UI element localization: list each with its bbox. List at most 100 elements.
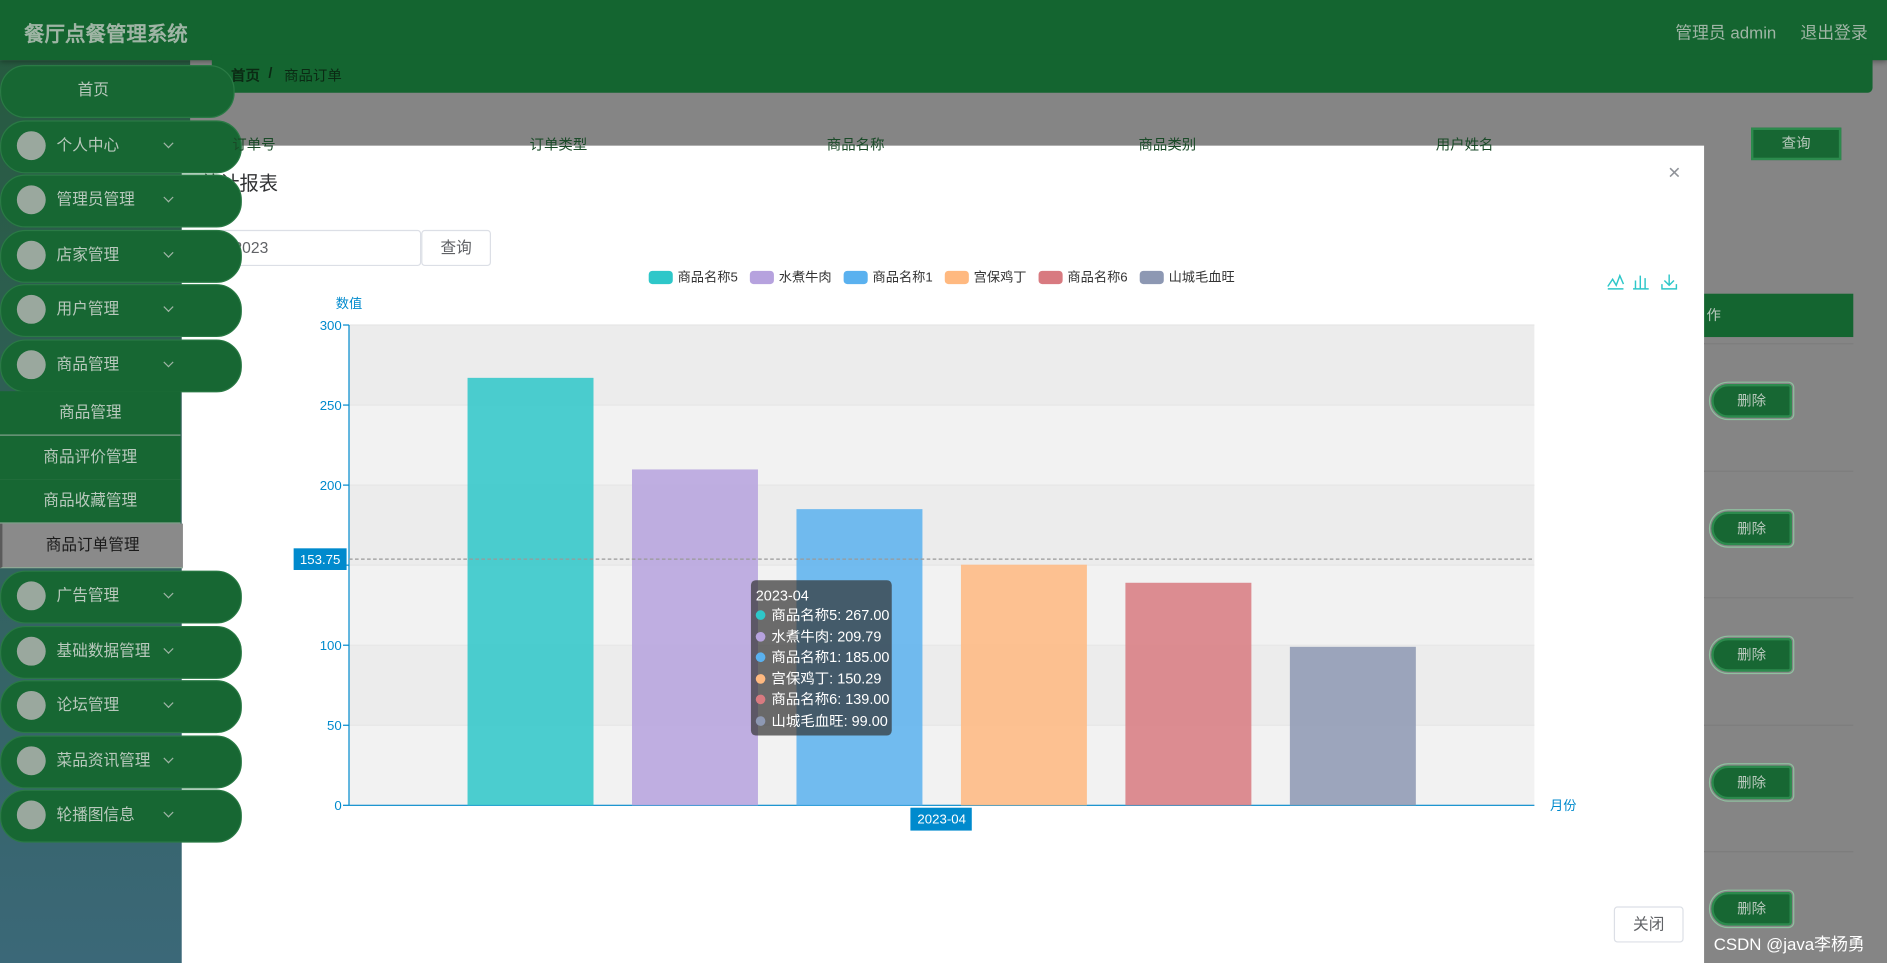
submenu-item[interactable]: 商品评价管理 (0, 435, 181, 480)
menu-chevron (163, 302, 174, 313)
legend-swatch (944, 270, 969, 285)
row-divider (1704, 724, 1854, 726)
tooltip-text: 山城毛血旺: 99.00 (771, 712, 888, 729)
menu-icon (16, 130, 46, 160)
search-button[interactable]: 查询 (1751, 127, 1842, 161)
menu-item[interactable]: 广告管理 (0, 570, 242, 624)
menu-chevron (163, 192, 174, 203)
menu-item[interactable]: 轮播图信息 (0, 790, 242, 844)
x-pointer-label-bg (910, 807, 972, 831)
bar (632, 469, 758, 806)
row-divider (1704, 851, 1854, 853)
delete-button[interactable]: 删除 (1708, 635, 1795, 675)
menu-chevron (163, 137, 174, 148)
delete-button[interactable]: 删除 (1708, 889, 1795, 929)
filter-label: 商品类别 (1138, 136, 1197, 153)
bar-switch-icon[interactable] (1633, 275, 1649, 290)
menu-item[interactable]: 基础数据管理 (0, 625, 242, 679)
bar (1125, 582, 1252, 806)
menu-chevron (163, 643, 174, 654)
menu-label: 轮播图信息 (56, 805, 135, 824)
y-tick-label: 100 (320, 638, 342, 653)
close-button[interactable]: 关闭 (1613, 906, 1684, 943)
submenu-item[interactable]: 商品收藏管理 (0, 479, 181, 524)
legend-swatch (749, 270, 774, 285)
tooltip-dot (755, 715, 766, 726)
menu-item[interactable]: 菜品资讯管理 (0, 735, 242, 789)
legend-label: 水煮牛肉 (779, 270, 832, 285)
tooltip-dot (755, 652, 766, 663)
breadcrumb: 首页 / 商品订单 (211, 54, 1873, 93)
tooltip-text: 商品名称5: 267.00 (771, 606, 890, 624)
menu-item[interactable]: 用户管理 (0, 284, 242, 338)
modal-close-icon[interactable]: × (1667, 160, 1681, 185)
year-value: 2023 (233, 238, 269, 257)
menu-label: 广告管理 (56, 586, 120, 605)
save-image-icon[interactable] (1661, 274, 1678, 290)
menu-item[interactable]: 店家管理 (0, 229, 242, 283)
y-tick-label: 50 (327, 718, 342, 733)
legend-label: 商品名称1 (873, 270, 933, 285)
breadcrumb-current: 商品订单 (284, 67, 342, 85)
legend-label: 宫保鸡丁 (974, 269, 1027, 285)
menu-icon (16, 636, 46, 666)
axis-pointer-label-bg (293, 548, 347, 570)
y-axis-title: 数值 (336, 296, 362, 311)
menu-chevron (163, 807, 174, 819)
tooltip-text: 水煮牛肉: 209.79 (771, 627, 882, 645)
legend-label: 商品名称5 (678, 270, 738, 285)
legend-swatch (1038, 270, 1063, 285)
menu-label: 论坛管理 (56, 695, 120, 715)
menu-icon (16, 295, 46, 325)
tooltip-dot (755, 631, 766, 641)
y-tick-label: 300 (320, 318, 342, 333)
menu-chevron (163, 247, 174, 258)
tooltip-dot (755, 673, 766, 684)
legend-label: 商品名称6 (1067, 270, 1127, 285)
tooltip-row: 山城毛血旺: 99.00 (755, 711, 888, 732)
x-axis-title: 月份 (1550, 798, 1576, 813)
query-button[interactable]: 查询 (421, 229, 492, 267)
user-name: 管理员 admin (1675, 22, 1777, 43)
row-divider (1704, 343, 1854, 345)
delete-button[interactable]: 删除 (1708, 762, 1795, 802)
tooltip-title: 2023-04 (755, 587, 809, 605)
axis-pointer-label: 153.75 (300, 552, 340, 567)
tooltip-text: 商品名称6: 139.00 (771, 690, 890, 708)
app-title: 餐厅点餐管理系统 (24, 22, 188, 46)
menu-item[interactable]: 个人中心 (0, 119, 242, 173)
y-tick-label: 200 (320, 478, 342, 493)
menu-label: 管理员管理 (56, 190, 135, 209)
y-tick-label: 250 (320, 398, 342, 413)
legend-swatch (843, 270, 868, 285)
submenu-item[interactable]: 商品管理 (0, 391, 181, 436)
logout[interactable]: 退出登录 (1800, 22, 1868, 43)
menu-icon (16, 581, 46, 611)
header: 餐厅点餐管理系统 管理员 admin 退出登录 (0, 0, 1887, 61)
menu-icon (16, 185, 46, 215)
bar (467, 377, 594, 806)
filter-label: 订单号 (232, 136, 276, 153)
delete-button[interactable]: 删除 (1708, 381, 1795, 421)
y-tick-label: 0 (334, 798, 341, 813)
menu-item[interactable]: 管理员管理 (0, 174, 242, 228)
delete-button[interactable]: 删除 (1708, 508, 1795, 548)
menu-chevron (163, 753, 174, 764)
legend-swatch (1139, 270, 1164, 285)
menu-label: 首页 (77, 80, 109, 99)
menu-item[interactable]: 首页 (0, 65, 235, 118)
line-switch-icon[interactable] (1607, 273, 1625, 290)
tooltip-dot (755, 610, 766, 620)
menu-label: 菜品资讯管理 (56, 750, 151, 769)
menu-item[interactable]: 商品管理 (0, 339, 242, 393)
table-header: 作 (1704, 293, 1854, 338)
breadcrumb-separator: / (268, 65, 273, 82)
filter-label: 商品名称 (826, 136, 885, 153)
submenu-item[interactable]: 商品订单管理 (0, 523, 183, 568)
tooltip-dot (755, 694, 766, 705)
bar (1289, 646, 1416, 806)
menu-item[interactable]: 论坛管理 (0, 680, 242, 734)
breadcrumb-home[interactable]: 首页 (231, 67, 260, 85)
